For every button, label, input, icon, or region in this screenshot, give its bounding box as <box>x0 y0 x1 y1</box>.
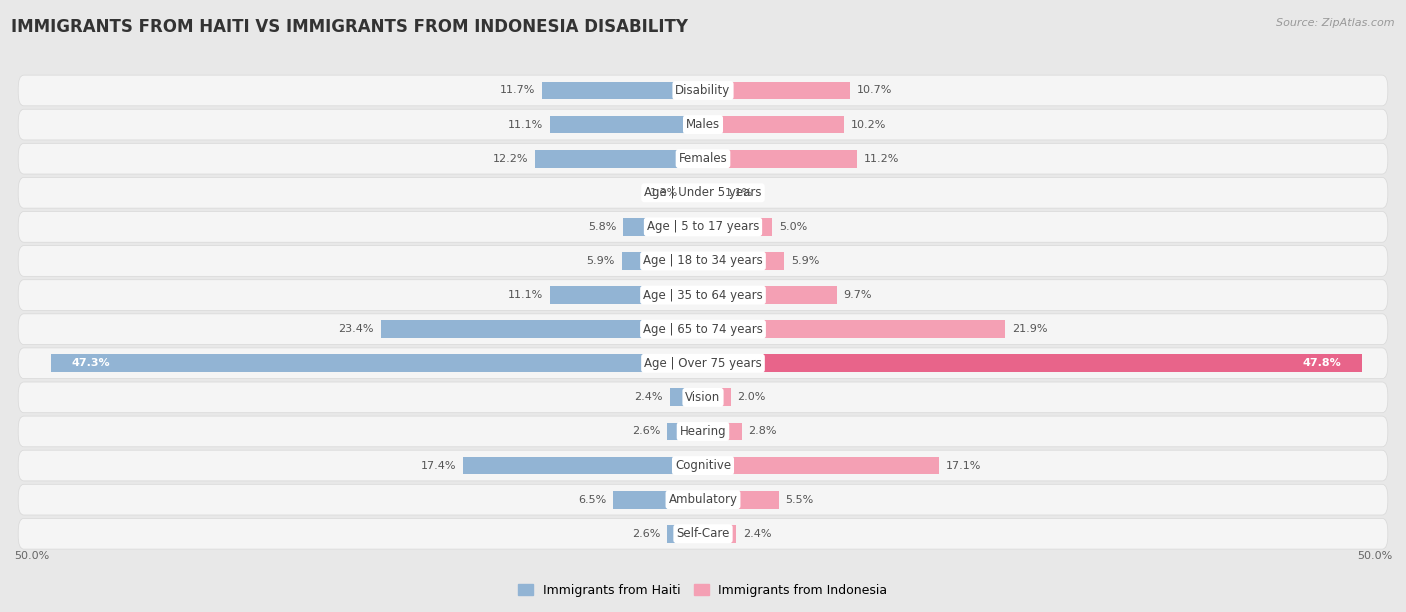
Text: 2.0%: 2.0% <box>738 392 766 402</box>
Bar <box>621 252 703 270</box>
Bar <box>703 320 1005 338</box>
FancyBboxPatch shape <box>18 518 1388 549</box>
Text: 10.7%: 10.7% <box>858 86 893 95</box>
Bar <box>613 491 703 509</box>
FancyBboxPatch shape <box>18 109 1388 140</box>
FancyBboxPatch shape <box>18 245 1388 276</box>
Bar <box>51 354 703 372</box>
Text: 5.9%: 5.9% <box>792 256 820 266</box>
Text: Disability: Disability <box>675 84 731 97</box>
FancyBboxPatch shape <box>18 450 1388 481</box>
Bar <box>703 423 741 440</box>
Text: 17.4%: 17.4% <box>420 461 457 471</box>
FancyBboxPatch shape <box>18 416 1388 447</box>
Text: IMMIGRANTS FROM HAITI VS IMMIGRANTS FROM INDONESIA DISABILITY: IMMIGRANTS FROM HAITI VS IMMIGRANTS FROM… <box>11 18 689 36</box>
Bar <box>463 457 703 474</box>
Bar <box>703 150 858 168</box>
Text: Cognitive: Cognitive <box>675 459 731 472</box>
Text: 5.9%: 5.9% <box>586 256 614 266</box>
Text: Age | 65 to 74 years: Age | 65 to 74 years <box>643 323 763 335</box>
Text: Self-Care: Self-Care <box>676 528 730 540</box>
Text: 5.8%: 5.8% <box>588 222 616 232</box>
Text: 47.3%: 47.3% <box>72 358 111 368</box>
Text: 11.7%: 11.7% <box>499 86 534 95</box>
Bar <box>550 116 703 133</box>
Text: Source: ZipAtlas.com: Source: ZipAtlas.com <box>1277 18 1395 28</box>
Text: Ambulatory: Ambulatory <box>668 493 738 506</box>
Text: Age | Under 5 years: Age | Under 5 years <box>644 186 762 200</box>
Text: 10.2%: 10.2% <box>851 119 886 130</box>
Legend: Immigrants from Haiti, Immigrants from Indonesia: Immigrants from Haiti, Immigrants from I… <box>513 579 893 602</box>
Text: 5.0%: 5.0% <box>779 222 807 232</box>
Text: 11.1%: 11.1% <box>508 119 543 130</box>
FancyBboxPatch shape <box>18 348 1388 379</box>
Text: Age | Over 75 years: Age | Over 75 years <box>644 357 762 370</box>
Text: 47.8%: 47.8% <box>1302 358 1341 368</box>
Text: 2.4%: 2.4% <box>634 392 664 402</box>
Text: 2.6%: 2.6% <box>631 427 661 436</box>
Bar <box>669 389 703 406</box>
Bar <box>703 252 785 270</box>
Bar <box>550 286 703 304</box>
Text: 1.3%: 1.3% <box>650 188 678 198</box>
FancyBboxPatch shape <box>18 212 1388 242</box>
Text: Age | 35 to 64 years: Age | 35 to 64 years <box>643 289 763 302</box>
Bar <box>534 150 703 168</box>
FancyBboxPatch shape <box>18 143 1388 174</box>
Bar <box>668 423 703 440</box>
Text: Vision: Vision <box>685 391 721 404</box>
Text: Age | 5 to 17 years: Age | 5 to 17 years <box>647 220 759 233</box>
Text: 5.5%: 5.5% <box>786 494 814 505</box>
Text: 11.2%: 11.2% <box>865 154 900 163</box>
FancyBboxPatch shape <box>18 177 1388 208</box>
Text: Males: Males <box>686 118 720 131</box>
FancyBboxPatch shape <box>18 382 1388 412</box>
Bar <box>703 457 939 474</box>
Text: 50.0%: 50.0% <box>14 551 49 561</box>
Bar <box>703 525 737 543</box>
Text: 11.1%: 11.1% <box>508 290 543 300</box>
Text: 1.1%: 1.1% <box>725 188 754 198</box>
Bar <box>685 184 703 201</box>
Text: Females: Females <box>679 152 727 165</box>
Text: Age | 18 to 34 years: Age | 18 to 34 years <box>643 255 763 267</box>
Bar <box>703 116 844 133</box>
Text: 23.4%: 23.4% <box>339 324 374 334</box>
Text: 17.1%: 17.1% <box>945 461 981 471</box>
Text: 2.4%: 2.4% <box>742 529 772 539</box>
Bar <box>703 286 837 304</box>
Text: 50.0%: 50.0% <box>1357 551 1392 561</box>
Bar <box>703 184 718 201</box>
Bar <box>381 320 703 338</box>
Text: 2.6%: 2.6% <box>631 529 661 539</box>
Text: 9.7%: 9.7% <box>844 290 872 300</box>
Bar <box>703 389 731 406</box>
Text: Hearing: Hearing <box>679 425 727 438</box>
FancyBboxPatch shape <box>18 75 1388 106</box>
Bar <box>703 81 851 99</box>
Text: 6.5%: 6.5% <box>578 494 606 505</box>
Text: 21.9%: 21.9% <box>1012 324 1047 334</box>
Bar <box>703 354 1361 372</box>
FancyBboxPatch shape <box>18 484 1388 515</box>
FancyBboxPatch shape <box>18 314 1388 345</box>
FancyBboxPatch shape <box>18 280 1388 310</box>
Bar <box>703 218 772 236</box>
Bar <box>623 218 703 236</box>
Bar <box>703 491 779 509</box>
Bar <box>541 81 703 99</box>
Text: 2.8%: 2.8% <box>748 427 778 436</box>
Text: 12.2%: 12.2% <box>492 154 529 163</box>
Bar <box>668 525 703 543</box>
